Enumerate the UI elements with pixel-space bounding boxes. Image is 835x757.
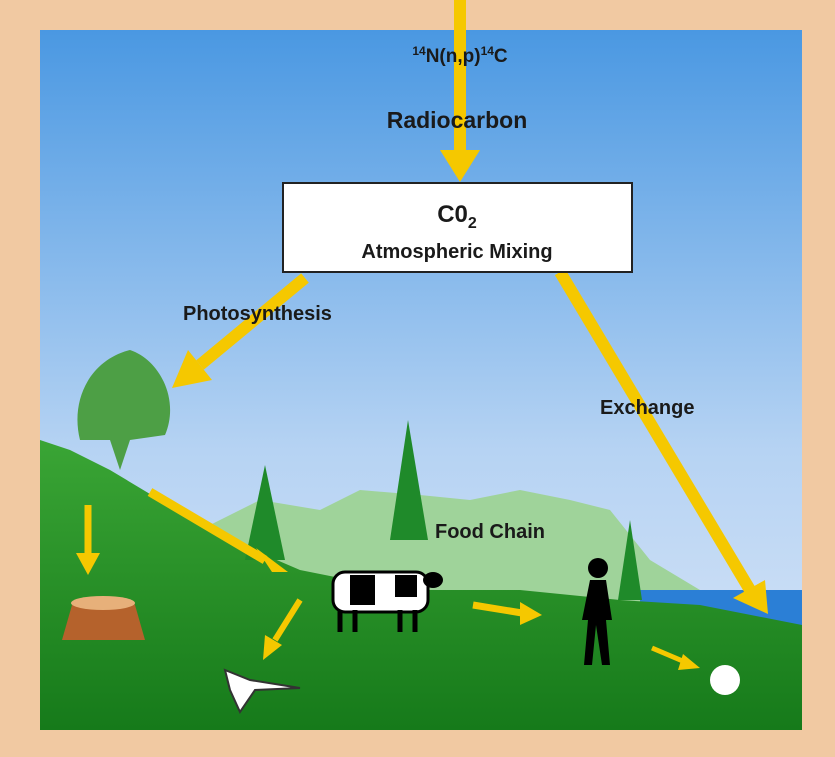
- skull: [710, 665, 740, 695]
- edge-label: Photosynthesis: [183, 303, 332, 325]
- element: C: [494, 46, 508, 67]
- source-label: Radiocarbon: [387, 107, 528, 133]
- cow-head: [423, 572, 443, 588]
- person-head: [588, 558, 608, 578]
- box-label: Atmospheric Mixing: [361, 241, 552, 263]
- stump-top: [71, 596, 135, 610]
- formula-subscript: 2: [468, 215, 477, 232]
- element: N(n,p): [426, 46, 481, 67]
- edge-label: Food Chain: [435, 521, 545, 543]
- edge-label: Exchange: [600, 397, 694, 419]
- page: 14N(n,p)14C Radiocarbon C02 Atmospheric …: [0, 0, 835, 757]
- mass-number: 14: [412, 44, 426, 58]
- mass-number: 14: [481, 44, 495, 58]
- reaction: 14N(n,p)14C: [412, 44, 508, 67]
- formula-main: C0: [437, 201, 468, 228]
- diagram: 14N(n,p)14C Radiocarbon C02 Atmospheric …: [0, 0, 835, 757]
